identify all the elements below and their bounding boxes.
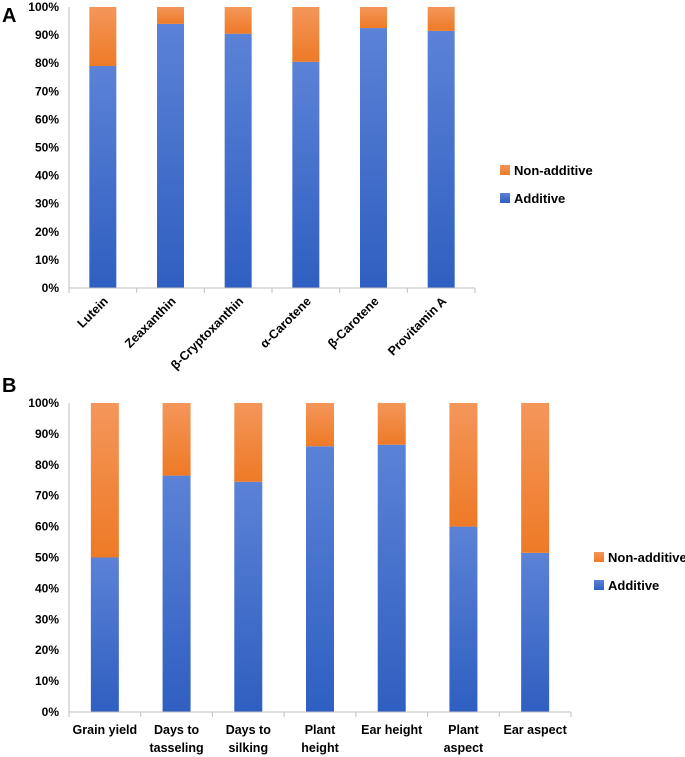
bar-additive (377, 444, 406, 712)
legend-swatch (594, 580, 604, 590)
x-category-label: Plant (448, 723, 479, 737)
legend-label: Non-additive (608, 550, 685, 565)
bar-additive (292, 61, 320, 288)
x-category-label: β-Carotene (325, 294, 382, 351)
panel-label-b: B (2, 375, 16, 397)
y-tick-label: 70% (35, 489, 59, 503)
chart-panel-a: 0% 10% 20% 30% 40% 50% 60% 70% 80% 90% 100% Lutein Z… (28, 0, 592, 372)
bar-non-additive (521, 403, 550, 553)
bar-non-additive (292, 7, 320, 62)
bar-additive (90, 557, 119, 712)
y-tick-label: 90% (35, 28, 59, 42)
y-tick-label: 60% (35, 112, 59, 126)
y-tick-label: 40% (35, 169, 59, 183)
bar-non-additive (234, 403, 263, 482)
y-tick-label: 30% (35, 197, 59, 211)
bar-additive (449, 526, 478, 712)
y-tick-label: 90% (35, 427, 59, 441)
x-category-label: height (301, 741, 339, 755)
bar-additive (306, 446, 334, 712)
bar-additive (521, 552, 550, 712)
x-category-label: β-Cryptoxanthin (168, 294, 246, 372)
y-tick-label: 50% (35, 551, 59, 565)
y-tick-label: 60% (35, 520, 59, 534)
y-tick-label: 20% (35, 225, 59, 239)
legend-swatch (500, 193, 510, 203)
legend-swatch (500, 165, 510, 175)
y-tick-label: 50% (35, 141, 59, 155)
y-tick-label: 10% (35, 253, 59, 267)
bar-non-additive (224, 7, 252, 34)
x-category-label: Grain yield (73, 723, 138, 737)
x-category-label: α-Carotene (257, 294, 314, 351)
y-tick-label: 100% (28, 396, 59, 410)
bar-additive (162, 475, 191, 712)
bar-non-additive (377, 403, 406, 445)
y-tick-label: 40% (35, 581, 59, 595)
legend-label: Additive (608, 578, 659, 593)
legend-swatch (594, 552, 604, 562)
x-category-label: Plant (305, 723, 336, 737)
x-category-label: Ear height (361, 723, 423, 737)
bar-additive (224, 33, 252, 288)
bar-non-additive (162, 403, 191, 476)
bar-non-additive (360, 7, 387, 29)
x-category-label: Provitamin A (385, 294, 449, 358)
bar-non-additive (90, 403, 119, 558)
bar-additive (360, 28, 387, 288)
y-tick-label: 10% (35, 674, 59, 688)
bar-non-additive (427, 7, 455, 31)
x-category-label: silking (228, 741, 268, 755)
bar-additive (89, 66, 117, 288)
y-tick-label: 100% (28, 0, 59, 14)
y-tick-label: 0% (42, 281, 60, 295)
x-category-label: tasseling (149, 741, 203, 755)
y-tick-label: 80% (35, 56, 59, 70)
bar-non-additive (89, 7, 117, 67)
y-tick-label: 0% (42, 705, 60, 719)
y-tick-label: 80% (35, 458, 59, 472)
x-category-label: Zeaxanthin (122, 294, 179, 351)
chart-panel-b: 0% 10% 20% 30% 40% 50% 60% 70% 80% 90% 100% Grain y… (28, 396, 685, 755)
y-tick-label: 30% (35, 612, 59, 626)
bar-additive (157, 23, 184, 289)
bar-non-additive (157, 7, 184, 24)
bar-non-additive (449, 403, 478, 527)
bar-additive (427, 30, 455, 288)
x-category-label: Ear aspect (504, 723, 568, 737)
bar-additive (234, 481, 263, 712)
bar-non-additive (306, 403, 334, 447)
panel-label-a: A (2, 5, 16, 27)
legend-label: Additive (514, 191, 565, 206)
legend-label: Non-additive (514, 163, 593, 178)
y-tick-label: 70% (35, 84, 59, 98)
x-category-label: Lutein (75, 294, 111, 330)
x-category-label: Days to (154, 723, 200, 737)
x-category-label: aspect (444, 741, 484, 755)
x-category-label: Days to (226, 723, 272, 737)
y-tick-label: 20% (35, 643, 59, 657)
